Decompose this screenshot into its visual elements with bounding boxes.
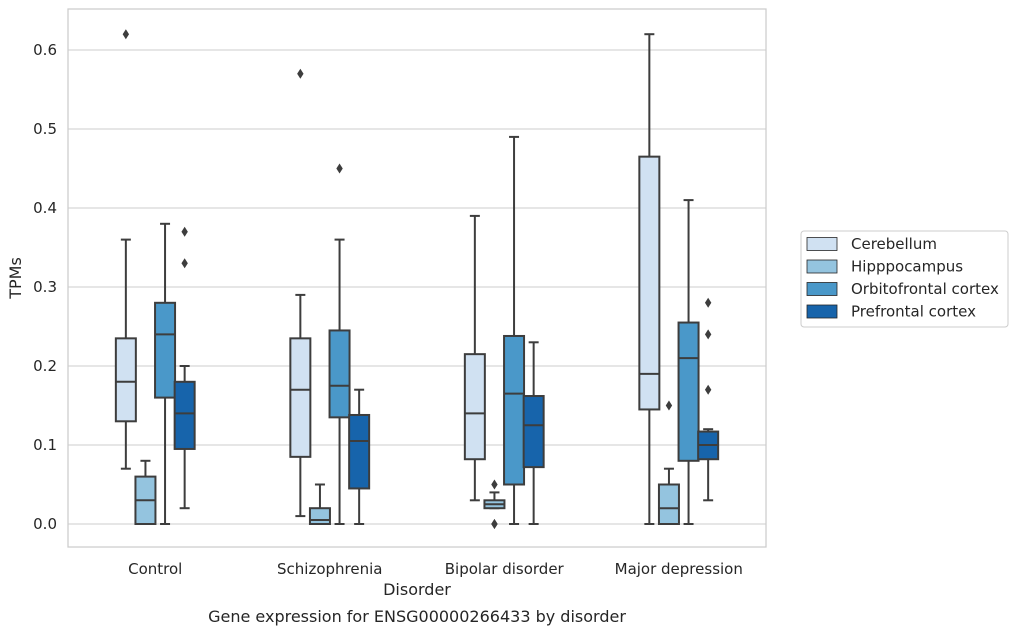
y-tick-label: 0.5	[33, 120, 57, 138]
legend-swatch	[806, 259, 838, 274]
box-cerebellum	[463, 214, 486, 502]
legend-label: Orbitofrontal cortex	[851, 280, 999, 298]
outlier-point	[491, 519, 498, 529]
outlier-point	[181, 258, 188, 269]
y-tick-label: 0.1	[33, 436, 57, 454]
iqr-box	[114, 337, 137, 423]
box-hipppocampus	[134, 459, 157, 526]
iqr-box	[289, 337, 312, 458]
outlier-point	[181, 226, 188, 237]
box-cerebellum	[638, 33, 661, 525]
x-tick-label: Control	[128, 560, 182, 578]
legend-label: Prefrontal cortex	[851, 303, 976, 321]
iqr-box	[522, 395, 545, 469]
x-axis-label: Disorder	[383, 580, 451, 599]
legend-label: Cerebellum	[851, 235, 937, 253]
box-orbitofrontal-cortex	[328, 163, 351, 525]
box-orbitofrontal-cortex	[154, 222, 177, 525]
legend-swatch	[806, 304, 838, 319]
x-tick-label: Bipolar disorder	[445, 560, 565, 578]
x-tick-label: Schizophrenia	[277, 560, 382, 578]
iqr-box	[154, 301, 177, 399]
chart-caption: Gene expression for ENSG00000266433 by d…	[208, 607, 626, 626]
iqr-box	[638, 155, 661, 411]
y-tick-label: 0.2	[33, 357, 57, 375]
iqr-box	[328, 329, 351, 419]
box-prefrontal-cortex	[173, 226, 196, 510]
iqr-box	[308, 507, 331, 526]
box-groups	[114, 29, 720, 529]
box-cerebellum	[114, 29, 137, 470]
legend-label: Hipppocampus	[851, 258, 963, 276]
box-prefrontal-cortex	[522, 341, 545, 525]
box-prefrontal-cortex	[348, 388, 371, 525]
x-tick-label: Major depression	[615, 560, 743, 578]
legend: Cerebellum Hipppocampus Orbitofrontal cort…	[800, 230, 1009, 328]
box-orbitofrontal-cortex	[503, 135, 526, 525]
y-tick-labels: 0.0 0.1 0.2 0.3 0.4 0.5 0.6	[33, 41, 57, 533]
legend-frame	[800, 230, 1009, 328]
iqr-box	[503, 334, 526, 486]
outlier-point	[336, 163, 343, 174]
outlier-point	[704, 384, 712, 395]
y-tick-label: 0.0	[33, 515, 57, 533]
outlier-point	[297, 68, 304, 79]
iqr-box	[657, 483, 680, 525]
iqr-box	[677, 321, 700, 462]
outlier-point	[665, 400, 673, 411]
box-prefrontal-cortex	[697, 297, 720, 502]
y-tick-label: 0.3	[33, 278, 57, 296]
outlier-point	[704, 297, 712, 308]
box-cerebellum	[289, 68, 312, 518]
legend-swatch	[806, 282, 838, 296]
legend-swatch	[806, 237, 838, 251]
y-tick-label: 0.4	[33, 199, 57, 217]
outlier-point	[122, 29, 130, 40]
plot-area-frame	[67, 8, 767, 548]
box-hipppocampus	[657, 400, 680, 525]
box-hipppocampus	[308, 483, 331, 526]
box-orbitofrontal-cortex	[677, 199, 700, 525]
y-axis-label: TPMs	[6, 257, 25, 300]
iqr-box	[348, 413, 371, 490]
gridlines	[68, 49, 766, 525]
iqr-box	[173, 380, 196, 450]
outlier-point	[491, 479, 498, 490]
box-hipppocampus	[483, 479, 506, 529]
x-tick-labels: Control Schizophrenia Bipolar disorder Majo…	[128, 560, 743, 578]
y-tick-label: 0.6	[33, 41, 57, 59]
outlier-point	[704, 329, 712, 340]
iqr-box	[463, 353, 486, 461]
